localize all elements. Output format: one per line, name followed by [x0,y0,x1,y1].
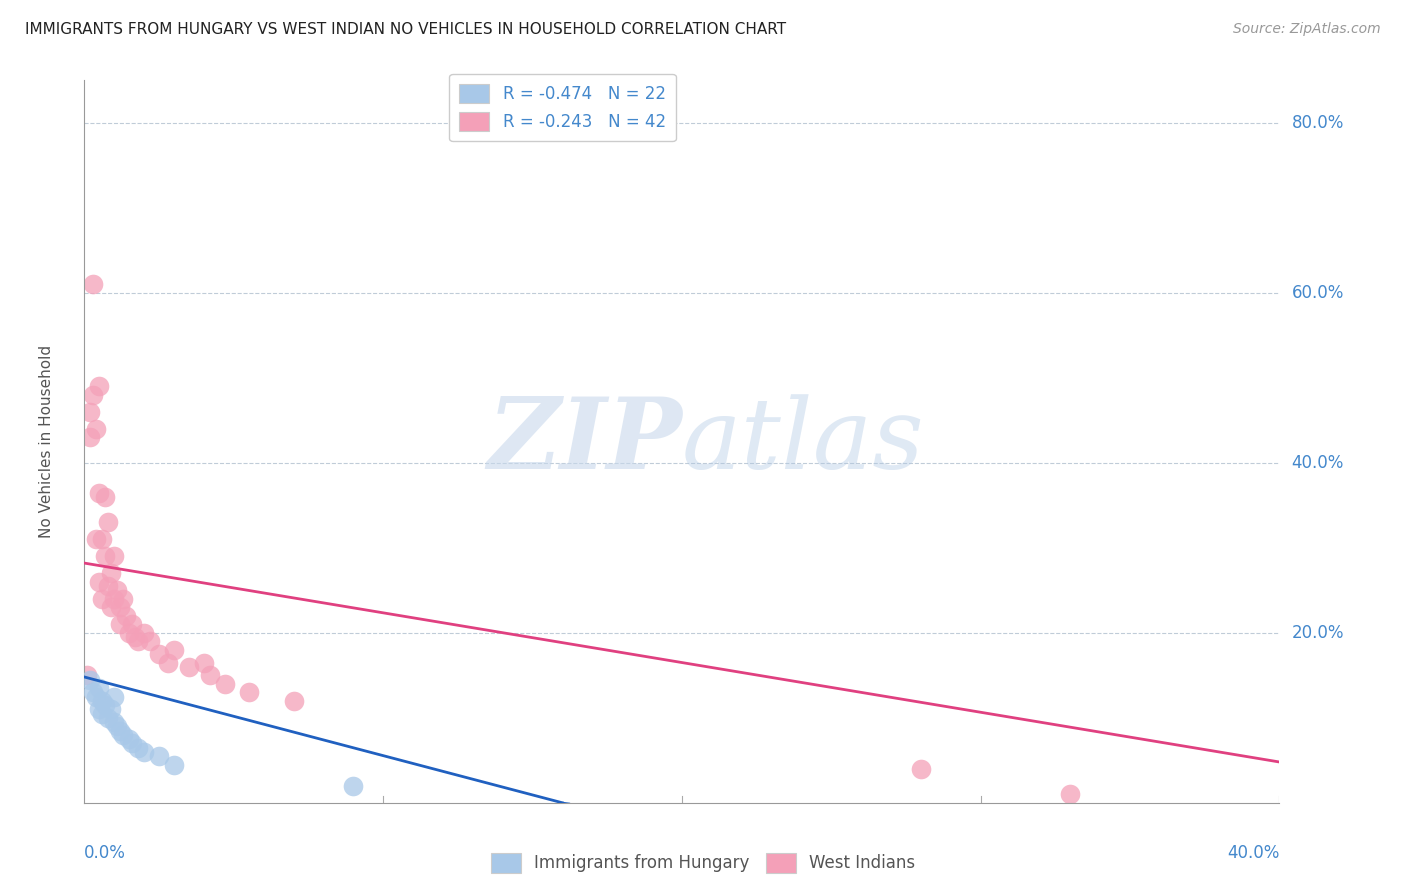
Text: 20.0%: 20.0% [1292,624,1344,642]
Point [100,702,122,716]
Point [121,736,143,750]
Point [127,740,149,755]
Point [91,591,114,606]
Point [91,694,114,708]
Point [118,732,141,747]
Point [198,668,221,682]
Point [94,490,117,504]
Point [89,379,111,393]
Point [238,685,260,699]
Text: 40.0%: 40.0% [1227,844,1279,862]
Point [132,745,156,759]
Point [121,617,143,632]
Point [177,660,200,674]
Point [89,574,111,589]
Point [110,723,132,738]
Text: Source: ZipAtlas.com: Source: ZipAtlas.com [1233,22,1381,37]
Point [110,617,132,632]
Point [82,388,104,402]
Point [910,762,932,776]
Point [1059,787,1081,801]
Point [163,757,186,772]
Text: 80.0%: 80.0% [1292,114,1344,132]
Text: IMMIGRANTS FROM HUNGARY VS WEST INDIAN NO VEHICLES IN HOUSEHOLD CORRELATION CHAR: IMMIGRANTS FROM HUNGARY VS WEST INDIAN N… [25,22,786,37]
Point [342,779,364,793]
Point [86,690,108,704]
Point [89,485,111,500]
Point [76,668,98,682]
Point [214,677,236,691]
Point [148,749,170,764]
Text: 0.0%: 0.0% [84,844,127,862]
Point [103,714,125,729]
Point [79,673,101,687]
Text: atlas: atlas [682,394,925,489]
Point [105,719,128,733]
Point [110,600,132,615]
Point [157,656,180,670]
Point [94,549,117,564]
Point [103,591,125,606]
Point [91,533,114,547]
Point [124,630,146,644]
Point [100,600,122,615]
Point [82,685,104,699]
Text: ZIP: ZIP [486,393,682,490]
Point [193,656,215,670]
Point [105,583,128,598]
Point [82,277,104,292]
Point [100,566,122,581]
Point [112,591,135,606]
Point [97,579,120,593]
Point [139,634,162,648]
Point [89,681,111,695]
Point [79,430,101,444]
Point [132,625,156,640]
Point [97,516,120,530]
Point [89,702,111,716]
Point [163,642,186,657]
Text: 60.0%: 60.0% [1292,284,1344,301]
Point [103,549,125,564]
Point [86,533,108,547]
Point [79,405,101,419]
Text: No Vehicles in Household: No Vehicles in Household [39,345,55,538]
Point [86,422,108,436]
Point [118,625,141,640]
Point [148,647,170,661]
Point [94,698,117,712]
Legend: Immigrants from Hungary, West Indians: Immigrants from Hungary, West Indians [484,847,922,880]
Point [97,711,120,725]
Point [283,694,305,708]
Point [127,634,149,648]
Text: 40.0%: 40.0% [1292,454,1344,472]
Point [91,706,114,721]
Point [103,690,125,704]
Legend: R = -0.474   N = 22, R = -0.243   N = 42: R = -0.474 N = 22, R = -0.243 N = 42 [449,74,676,141]
Point [112,728,135,742]
Point [115,608,138,623]
